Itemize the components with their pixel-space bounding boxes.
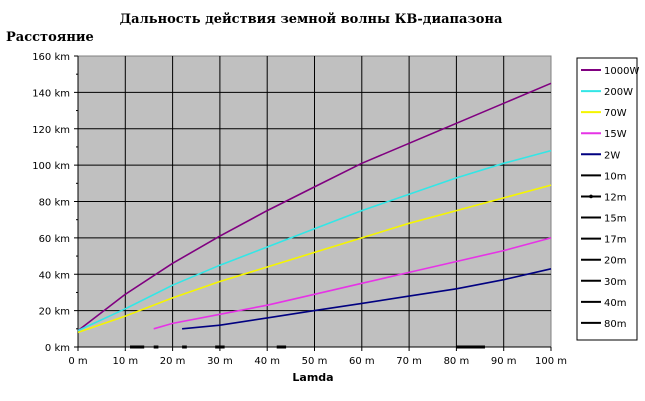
chart-title: Дальность действия земной волны КВ-диапа… (119, 12, 503, 27)
y-tick-label: 100 km (32, 161, 70, 172)
legend-entry-label: 17m (604, 235, 626, 246)
y-axis-label: Расстояние (6, 30, 94, 45)
series-line-1000W (77, 82, 552, 332)
legend-entry-label: 2W (604, 150, 620, 161)
legend: 1000W 200W 70W 15W 2W 10m 12m 15m 17m 20m 30m 40m 80… (576, 57, 639, 341)
y-tick-label: 140 km (32, 88, 70, 99)
legend-entry-label: 20m (604, 256, 626, 267)
legend-entry-label: 10m (604, 171, 626, 182)
legend-entry-label: 15W (604, 129, 627, 140)
x-tick-label: 80 m (444, 356, 470, 367)
legend-entry-label: 30m (604, 277, 626, 288)
x-tick-label: 10 m (112, 356, 138, 367)
y-tick-label: 60 km (39, 234, 70, 245)
legend-entry-label: 200W (604, 87, 633, 98)
x-tick-label: 100 m (535, 356, 567, 367)
legend-entry-label: 15m (604, 214, 626, 225)
y-tick-label: 120 km (32, 125, 70, 136)
legend-marker (589, 194, 593, 199)
legend-entry-label: 40m (604, 298, 626, 309)
legend-entry-label: 12m (604, 192, 626, 203)
x-tick-label: 30 m (207, 356, 233, 367)
x-tick-label: 0 m (68, 356, 87, 367)
y-tick-label: 40 km (39, 270, 70, 281)
legend-entry-label: 1000W (604, 66, 639, 77)
x-tick-label: 90 m (491, 356, 517, 367)
legend-box (576, 57, 638, 341)
series-line-15W (153, 237, 552, 330)
x-tick-label: 40 m (254, 356, 280, 367)
y-tick-label: 20 km (39, 307, 70, 318)
x-tick-label: 50 m (302, 356, 328, 367)
legend-entry-label: 70W (604, 108, 627, 119)
y-tick-label: 160 km (32, 52, 70, 63)
series-line-70W (77, 184, 552, 334)
series-line-2W (182, 268, 552, 330)
plot-area: 0 m 10 m 20 m 30 m 40 m 50 m 60 m 70 m 80 m 90 m 1… (32, 52, 567, 367)
x-tick-label: 60 m (349, 356, 375, 367)
x-tick-label: 70 m (396, 356, 422, 367)
x-axis-label: Lamda (292, 371, 334, 384)
y-tick-label: 0 km (45, 343, 70, 354)
series-line-200W (77, 149, 552, 332)
x-tick-label: 20 m (160, 356, 186, 367)
y-tick-label: 80 km (39, 198, 70, 209)
legend-entry-label: 80m (604, 319, 626, 330)
